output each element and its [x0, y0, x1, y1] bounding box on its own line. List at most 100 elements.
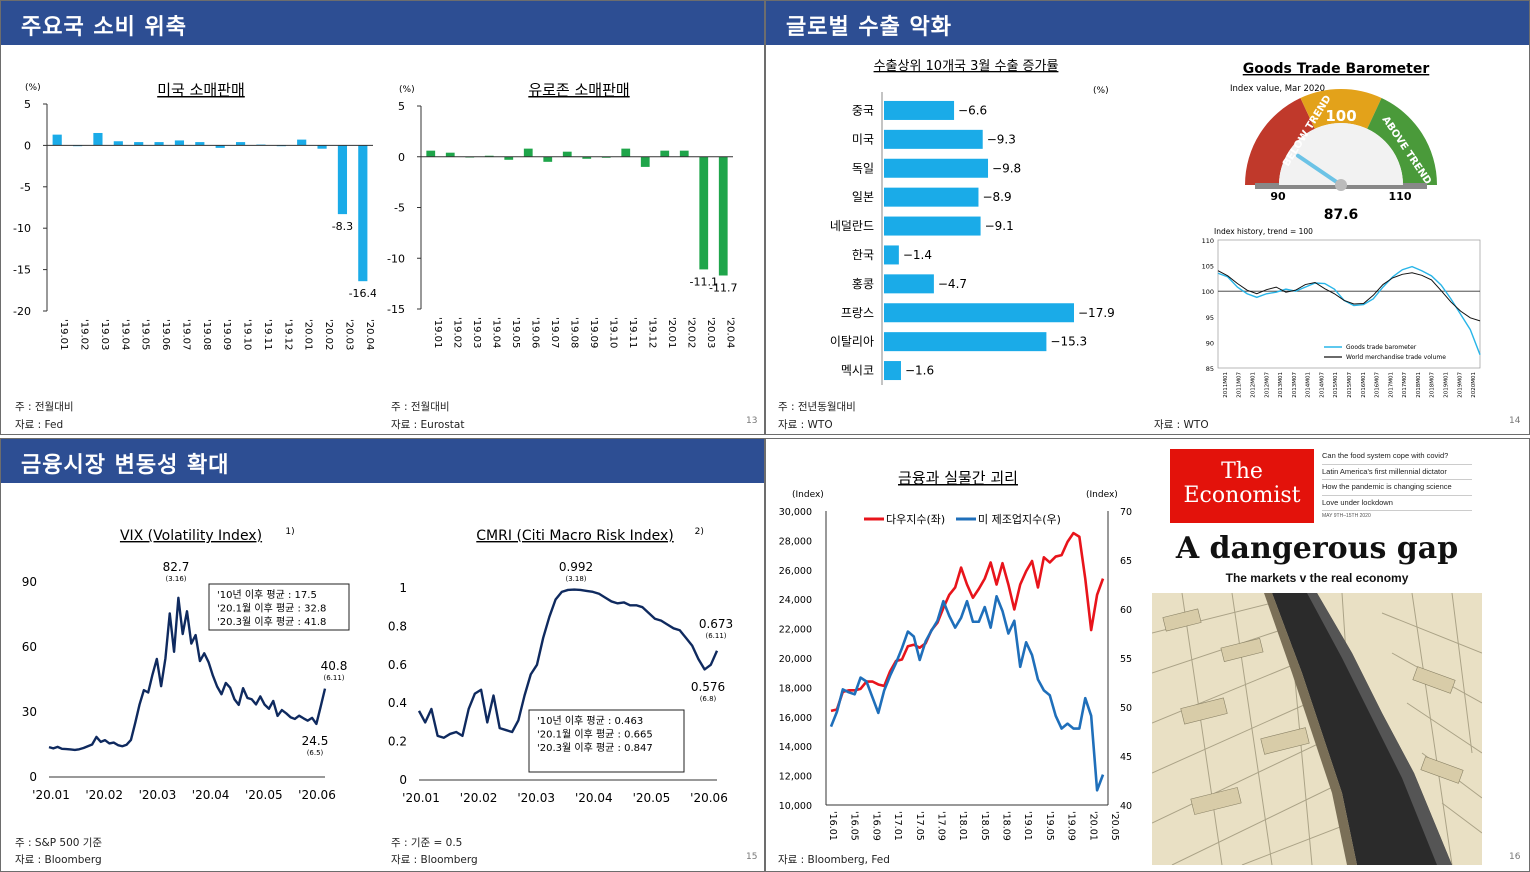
panel-divergence: 금융과 실물간 괴리 (Index) (Index) 10,000 12,000 14,0… [765, 438, 1530, 872]
x-tick-label: '19.07 [180, 319, 191, 350]
header-bar: 주요국 소비 위축 [1, 1, 764, 45]
left-tick-label: 16,000 [779, 713, 812, 724]
y-tick-label: 30 [22, 705, 37, 719]
category-label: 홍콩 [852, 277, 874, 291]
x-tick-label: 2014M07 [1319, 372, 1325, 398]
left-tick-label: 24,000 [779, 595, 812, 606]
bar [93, 132, 103, 146]
x-tick-label: '19.05 [140, 319, 151, 350]
x-tick-label: '20.05 [633, 791, 671, 805]
data-label: −1.6 [905, 364, 934, 378]
bar [699, 156, 709, 270]
left-tick-label: 14,000 [779, 742, 812, 753]
x-tick-label: '19.01 [1022, 811, 1033, 841]
y-tick-label: 0.6 [388, 658, 407, 672]
eu-source: 자료 : Eurostat [391, 419, 465, 431]
x-tick-label: 2015M07 [1347, 372, 1353, 398]
bar [679, 150, 689, 157]
cmri-note: 주 : 기준 = 0.5 [391, 837, 463, 849]
data-label: -11.1 [690, 275, 718, 288]
y-tick-label: 110 [1202, 237, 1214, 245]
x-tick-label: '20.03 [139, 788, 177, 802]
us-note: 주 : 전월대비 [15, 401, 74, 413]
x-tick-label: 2012M01 [1250, 372, 1256, 398]
panel-volatility: 금융시장 변동성 확대 VIX (Volatility Index) 1) 0 30 6… [0, 438, 765, 872]
category-label: 네덜란드 [830, 219, 874, 233]
page-number: 16 [1509, 852, 1521, 862]
teaser-4: Love under lockdown [1322, 496, 1472, 511]
chart-title: 유로존 소매판매 [528, 81, 629, 99]
x-tick-label: 2017M01 [1388, 372, 1394, 398]
economist-logo: The Economist [1170, 449, 1314, 523]
x-tick-label: '20.05 [245, 788, 283, 802]
x-tick-label: '20.02 [685, 317, 696, 348]
bar [884, 332, 1047, 352]
chart-title: 미국 소매판매 [157, 81, 245, 99]
x-tick-label: '19.10 [242, 319, 253, 350]
average-box [208, 583, 350, 631]
right-tick-label: 55 [1120, 654, 1132, 665]
data-label: 0.992 [559, 560, 593, 574]
x-tick-label: '20.01 [402, 791, 440, 805]
bar [337, 145, 348, 215]
x-tick-label: '19.04 [119, 319, 130, 350]
trade-volume-line [1217, 270, 1481, 322]
category-label: 프랑스 [841, 306, 874, 320]
dow-ism-chart: 금융과 실물간 괴리 (Index) (Index) 10,000 12,000 14,0… [779, 469, 1132, 841]
x-tick-label: '19.09 [588, 317, 599, 348]
bar [174, 140, 185, 146]
y-tick-label: 1 [399, 581, 407, 595]
gauge-value: 87.6 [1324, 207, 1359, 221]
right-tick-label: 40 [1120, 801, 1132, 812]
y-tick-label: -20 [13, 305, 31, 318]
left-tick-label: 22,000 [779, 625, 812, 636]
x-tick-label: '20.06 [298, 788, 336, 802]
category-label: 한국 [852, 248, 874, 262]
x-tick-label: '17.09 [935, 811, 946, 841]
bar [504, 156, 514, 160]
vix-chart: VIX (Volatility Index) 1) 0 30 60 90 '20.01 '20… [22, 527, 350, 802]
x-tick-label: '19.03 [471, 317, 482, 348]
category-label: 멕시코 [841, 364, 874, 378]
panel-consumption: 주요국 소비 위축 미국 소매판매 (%) 5 0 -5 -10 -15 -20 '19.01 '… [0, 0, 765, 435]
barometer-source: 자료 : WTO [1154, 419, 1209, 431]
bar [297, 139, 307, 146]
gauge-subtitle: Index value, Mar 2020 [1230, 84, 1325, 94]
x-tick-label: 2018M07 [1430, 372, 1436, 398]
y-tick-label: -15 [13, 264, 31, 277]
gauge-below-segment [1245, 97, 1315, 185]
data-label: −17.9 [1078, 306, 1115, 320]
us-retail-chart: 미국 소매판매 (%) 5 0 -5 -10 -15 -20 '19.01 '19.02 '19.0… [13, 81, 376, 350]
x-tick-label: 2019M01 [1444, 372, 1450, 398]
y-tick-label: 100 [1202, 288, 1214, 296]
right-tick-label: 70 [1120, 507, 1132, 518]
bar [426, 150, 436, 157]
y-tick-label: 105 [1202, 263, 1214, 271]
data-label-date: (6.11) [705, 632, 726, 640]
left-tick-label: 10,000 [779, 801, 812, 812]
bar [640, 156, 650, 167]
logo-line-1: The [1221, 459, 1263, 484]
data-label: −9.1 [985, 219, 1014, 233]
x-tick-label: '20.03 [343, 319, 354, 350]
x-tick-label: '20.01 [666, 317, 677, 348]
cover-teasers: Can the food system cope with covid? Lat… [1322, 449, 1472, 521]
category-label: 중국 [852, 103, 874, 117]
chart-title: VIX (Volatility Index) [120, 528, 262, 544]
bar [154, 142, 164, 146]
average-line: '20.3월 이후 평균 : 41.8 [217, 616, 326, 628]
data-label: 0.673 [699, 617, 733, 631]
data-label-date: (3.18) [565, 575, 586, 583]
data-label: −9.8 [992, 161, 1021, 175]
left-tick-label: 20,000 [779, 654, 812, 665]
bar [358, 145, 368, 282]
header-bar: 금융시장 변동성 확대 [1, 439, 764, 483]
bar [562, 151, 572, 157]
gauge-needle [1295, 153, 1343, 187]
unit-label: (%) [1093, 86, 1109, 96]
title-superscript: 1) [285, 527, 294, 537]
x-tick-label: '19.01 [58, 319, 69, 350]
data-label: −6.6 [958, 103, 987, 117]
cover-headline: A dangerous gap [1175, 531, 1459, 566]
data-label-date: (6.8) [700, 695, 717, 703]
